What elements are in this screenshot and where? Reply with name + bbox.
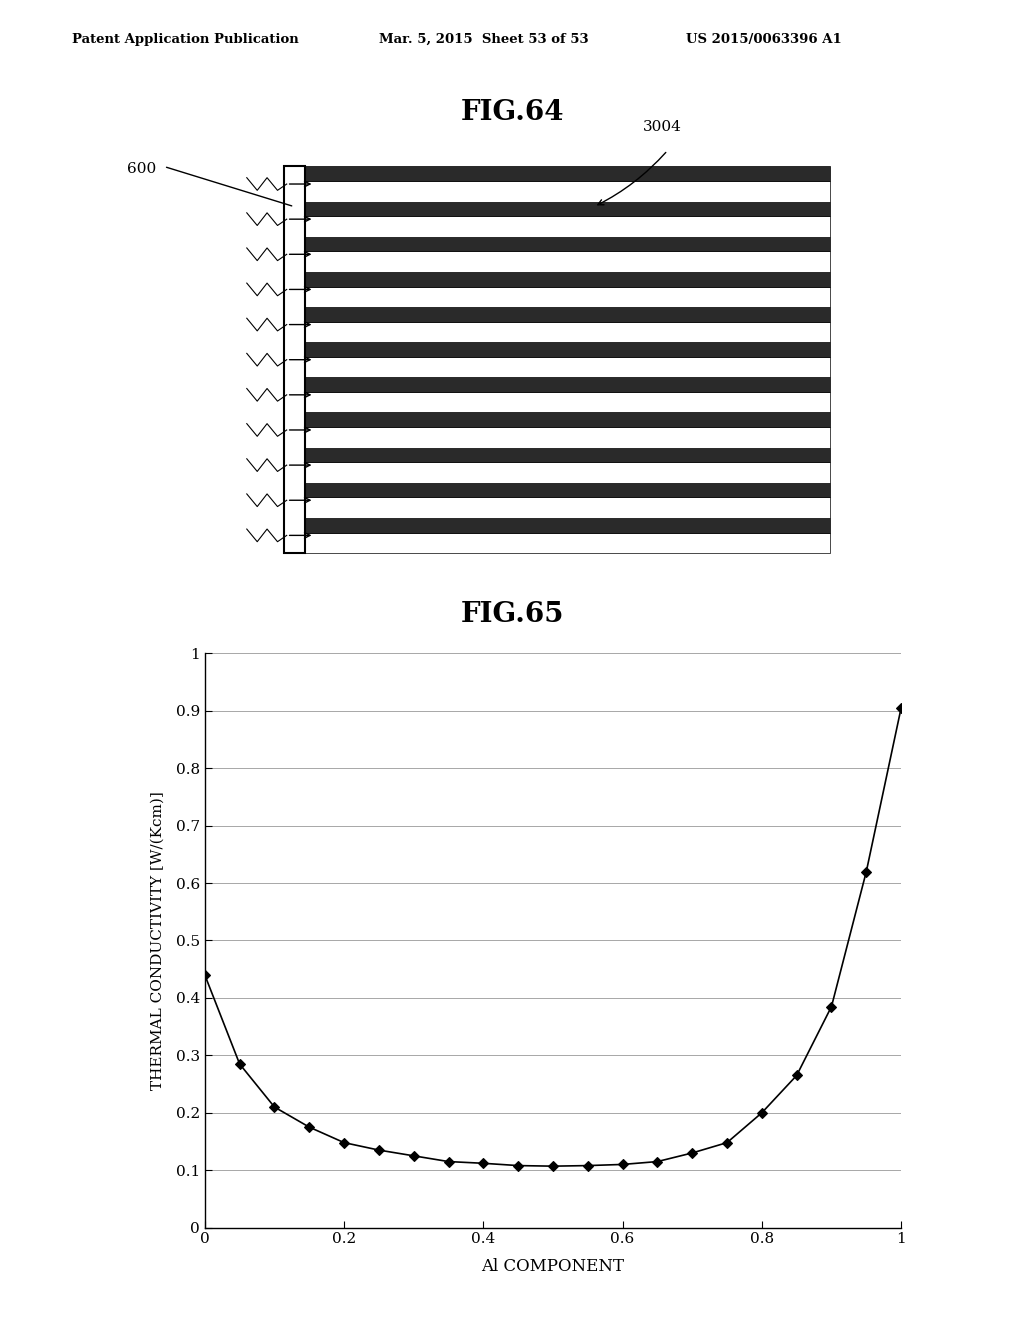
Bar [305,236,830,252]
Text: Patent Application Publication: Patent Application Publication [72,33,298,46]
Text: US 2015/0063396 A1: US 2015/0063396 A1 [686,33,842,46]
Bar [305,498,830,517]
Bar [305,342,830,356]
Text: FIG.65: FIG.65 [460,601,564,627]
X-axis label: Al COMPONENT: Al COMPONENT [481,1258,625,1275]
Bar [305,202,830,216]
Y-axis label: THERMAL CONDUCTIVITY [W/(Kcm)]: THERMAL CONDUCTIVITY [W/(Kcm)] [151,791,165,1090]
Bar [305,532,830,553]
Bar [305,517,830,532]
Bar [305,428,830,447]
Bar [305,286,830,308]
Bar [284,166,305,553]
Text: 3004: 3004 [643,120,682,135]
Bar [305,483,830,498]
Bar [305,392,830,412]
Bar [305,356,830,378]
Bar [305,216,830,236]
Bar [305,462,830,483]
Bar [305,412,830,428]
Bar [305,181,830,202]
Text: FIG.64: FIG.64 [460,99,564,125]
Text: 600: 600 [127,162,157,177]
Bar [305,308,830,322]
Bar [305,272,830,286]
Bar [305,166,830,181]
Bar [305,252,830,272]
Text: Mar. 5, 2015  Sheet 53 of 53: Mar. 5, 2015 Sheet 53 of 53 [379,33,589,46]
Bar [305,378,830,392]
Bar [305,447,830,462]
Bar [305,322,830,342]
